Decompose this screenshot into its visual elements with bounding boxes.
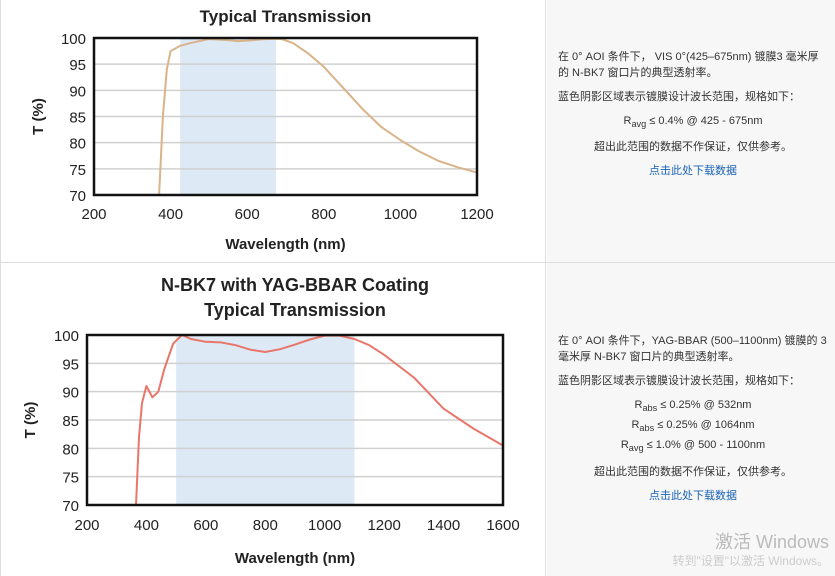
plot-frame — [85, 333, 505, 507]
description: 在 0° AOI 条件下，YAG-BBAR (500–1100nm) 镀膜的 3… — [558, 333, 828, 504]
description-cell: 在 0° AOI 条件下，YAG-BBAR (500–1100nm) 镀膜的 3… — [547, 263, 835, 576]
download-data-link[interactable]: 点击此处下载数据 — [649, 489, 737, 502]
y-tick-label: 70 — [62, 498, 79, 515]
activation-watermark: 激活 Windows — [714, 532, 829, 552]
download-data-link[interactable]: 点击此处下载数据 — [649, 165, 737, 178]
x-tick-label: 600 — [193, 517, 218, 534]
chart-cell: N-BK7 with YAG-BBAR Coating Typical Trans… — [0, 263, 546, 576]
y-tick-label: 75 — [62, 470, 79, 487]
description-cell: 在 0° AOI 条件下， VIS 0°(425–675nm) 镀膜3 毫米厚的… — [547, 0, 835, 262]
y-tick-label: 100 — [61, 31, 86, 48]
chart-cell: Typical Transmission 70 75 80 85 90 95 100 200 40… — [0, 0, 546, 262]
x-tick-label: 200 — [74, 517, 99, 534]
description-text: 在 0° AOI 条件下， VIS 0°(425–675nm) 镀膜3 毫米厚的… — [558, 51, 819, 79]
x-tick-label: 600 — [235, 206, 260, 223]
spec-list: Rabs ≤ 0.25% @ 532nm Rabs ≤ 0.25% @ 1064… — [558, 397, 828, 458]
row-yag-bbar-coating: N-BK7 with YAG-BBAR Coating Typical Trans… — [0, 262, 835, 576]
x-tick-label: 800 — [253, 517, 278, 534]
y-tick-label: 95 — [69, 57, 86, 74]
description-text: 在 0° AOI 条件下，YAG-BBAR (500–1100nm) 镀膜的 3… — [558, 335, 827, 363]
y-tick-label: 90 — [62, 385, 79, 402]
x-tick-label: 1200 — [367, 517, 400, 534]
x-axis-label: Wavelength (nm) — [225, 236, 345, 253]
x-tick-label: 800 — [311, 206, 336, 223]
transmission-curve — [135, 334, 504, 506]
chart-vis-transmission: Typical Transmission 70 75 80 85 90 95 100 200 40… — [30, 7, 494, 253]
spec-line: Rabs ≤ 0.25% @ 1064nm — [631, 419, 755, 434]
y-tick-label: 85 — [69, 110, 86, 127]
y-tick-label: 80 — [62, 441, 79, 458]
x-tick-label: 1000 — [384, 206, 417, 223]
chart-subtitle: Typical Transmission — [204, 300, 386, 320]
y-tick-label: 100 — [54, 328, 79, 345]
chart-yag-bbar-transmission: N-BK7 with YAG-BBAR Coating Typical Trans… — [22, 275, 520, 567]
disclaimer: 超出此范围的数据不作保证，仅供参考。 — [594, 141, 792, 154]
x-tick-label: 400 — [134, 517, 159, 534]
disclaimer: 超出此范围的数据不作保证，仅供参考。 — [594, 465, 792, 478]
x-tick-label: 200 — [81, 206, 106, 223]
x-tick-label: 1200 — [460, 206, 493, 223]
y-tick-label: 85 — [62, 413, 79, 430]
y-tick-label: 70 — [69, 188, 86, 205]
y-axis-label: T (%) — [22, 402, 39, 439]
row-vis-coating: Typical Transmission 70 75 80 85 90 95 100 200 40… — [0, 0, 835, 262]
y-tick-label: 80 — [69, 136, 86, 153]
y-tick-label: 75 — [69, 162, 86, 179]
description: 在 0° AOI 条件下， VIS 0°(425–675nm) 镀膜3 毫米厚的… — [558, 49, 828, 179]
description-band: 蓝色阴影区域表示镀膜设计波长范围，规格如下： — [558, 375, 800, 387]
description-band: 蓝色阴影区域表示镀膜设计波长范围，规格如下： — [558, 91, 800, 103]
x-tick-label: 1000 — [308, 517, 341, 534]
y-axis-label: T (%) — [30, 98, 47, 135]
spec-line: Rabs ≤ 0.25% @ 532nm — [634, 399, 752, 414]
x-axis-label: Wavelength (nm) — [235, 550, 355, 567]
spec-line: Ravg ≤ 0.4% @ 425 - 675nm — [623, 115, 763, 130]
y-tick-label: 90 — [69, 83, 86, 100]
chart-title: N-BK7 with YAG-BBAR Coating — [161, 275, 429, 295]
x-tick-label: 1600 — [486, 517, 519, 534]
plot-frame — [92, 36, 479, 197]
activation-watermark-hint: 转到"设置"以激活 Windows。 — [672, 554, 829, 568]
y-tick-label: 95 — [62, 356, 79, 373]
spec-list: Ravg ≤ 0.4% @ 425 - 675nm — [558, 113, 828, 133]
chart-title: Typical Transmission — [200, 7, 372, 26]
x-tick-label: 400 — [158, 206, 183, 223]
x-tick-label: 1400 — [427, 517, 460, 534]
spec-line: Ravg ≤ 1.0% @ 500 - 1100nm — [620, 439, 766, 454]
